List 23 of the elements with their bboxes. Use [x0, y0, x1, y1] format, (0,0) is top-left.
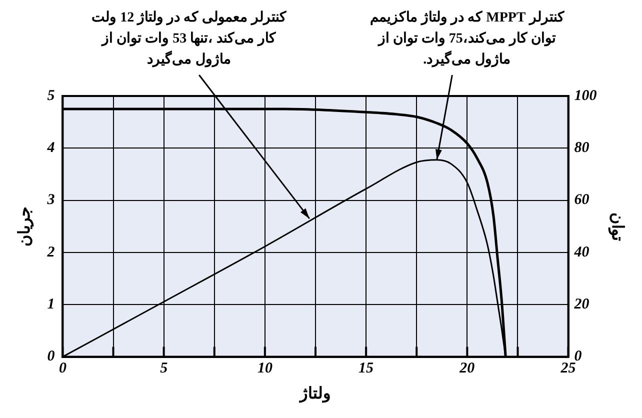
- y2-tick-label: 0: [574, 348, 582, 365]
- y-tick-label: 4: [46, 140, 56, 156]
- x-tick-label: 5: [160, 360, 168, 377]
- annotation: کنترلر معمولی که در ولتاژ 12 ولت کار می‌کند ،تنها 53 وات توان از ماژول می‌گیرد: [92, 10, 287, 68]
- y-tick-label: 1: [47, 296, 55, 313]
- x-tick-label: 10: [257, 360, 273, 377]
- x-tick-label: 25: [560, 360, 576, 377]
- y-tick-label: 0: [47, 348, 56, 365]
- x-axis-title: ولتاژ: [299, 386, 331, 404]
- y-axis-title: جریان: [16, 206, 35, 246]
- y2-tick-label: 100: [574, 88, 598, 104]
- y-tick-label: 2: [46, 244, 56, 260]
- y2-axis-title: توان: [607, 212, 626, 242]
- y-tick-label: 3: [46, 192, 56, 208]
- annotation: کنترلر MPPT که در ولتاژ ماکزیمم توان کار می‌کند،75 وات توان از ماژول می‌گیرد.: [370, 10, 564, 68]
- y2-tick-label: 40: [573, 244, 590, 260]
- y2-tick-label: 20: [573, 296, 590, 313]
- x-tick-label: 0: [58, 360, 67, 377]
- x-tick-label: 15: [358, 360, 374, 377]
- y-tick-label: 5: [47, 88, 56, 104]
- y2-tick-label: 60: [574, 192, 590, 208]
- y2-tick-label: 80: [574, 140, 590, 156]
- x-tick-label: 20: [458, 360, 476, 377]
